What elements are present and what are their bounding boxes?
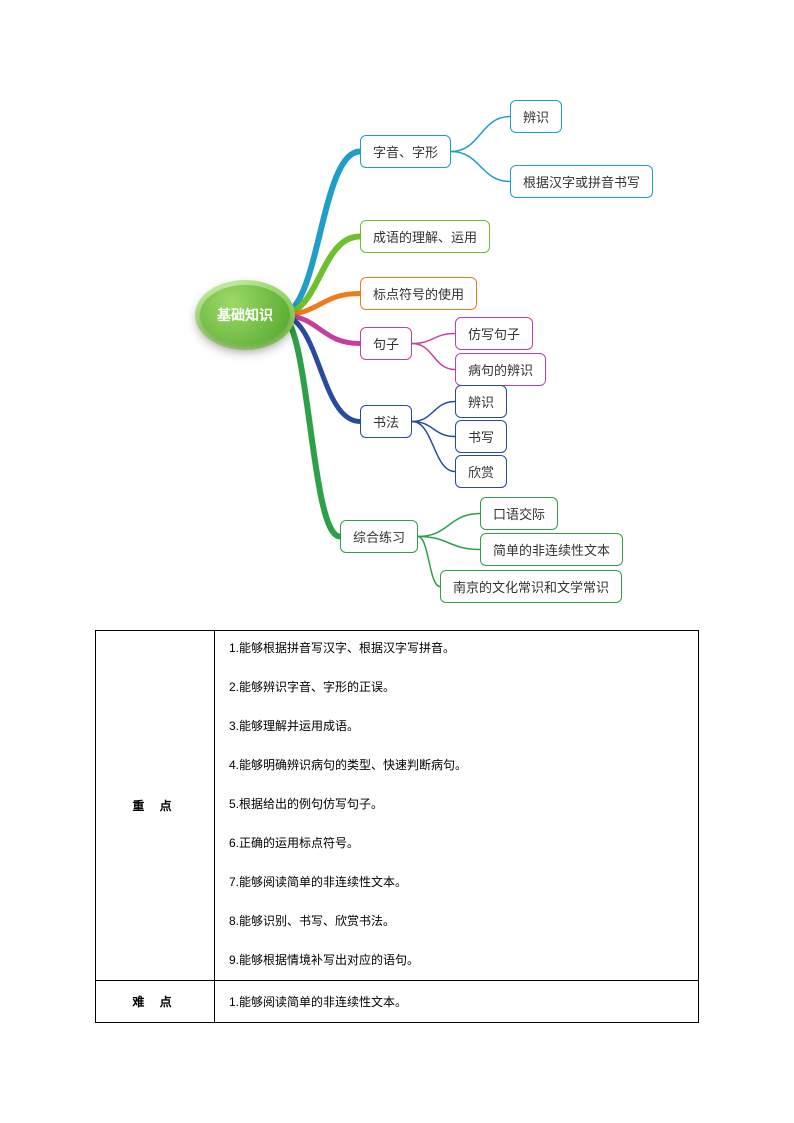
branch-node: 成语的理解、运用 — [360, 220, 490, 253]
point-item: 1.能够根据拼音写汉字、根据汉字写拼音。 — [229, 639, 684, 656]
point-item: 5.根据给出的例句仿写句子。 — [229, 795, 684, 812]
row-content: 1.能够阅读简单的非连续性文本。 — [215, 981, 699, 1023]
leaf-node: 仿写句子 — [455, 317, 533, 350]
leaf-node: 口语交际 — [480, 497, 558, 530]
row-header: 重 点 — [96, 631, 215, 981]
leaf-node: 根据汉字或拼音书写 — [510, 165, 653, 198]
keypoints-table: 重 点 1.能够根据拼音写汉字、根据汉字写拼音。 2.能够辨识字音、字形的正误。 3.… — [95, 630, 699, 1023]
root-node: 基础知识 — [200, 285, 290, 345]
mindmap-diagram: 基础知识字音、字形成语的理解、运用标点符号的使用句子书法综合练习辨识根据汉字或拼… — [180, 85, 710, 615]
point-item: 3.能够理解并运用成语。 — [229, 717, 684, 734]
branch-node: 标点符号的使用 — [360, 277, 477, 310]
branch-node: 综合练习 — [340, 520, 418, 553]
leaf-node: 欣赏 — [455, 455, 507, 488]
leaf-node: 辨识 — [510, 100, 562, 133]
leaf-node: 南京的文化常识和文学常识 — [440, 570, 622, 603]
leaf-node: 简单的非连续性文本 — [480, 533, 623, 566]
point-item: 6.正确的运用标点符号。 — [229, 834, 684, 851]
leaf-node: 书写 — [455, 420, 507, 453]
row-content: 1.能够根据拼音写汉字、根据汉字写拼音。 2.能够辨识字音、字形的正误。 3.能够理… — [215, 631, 699, 981]
point-item: 1.能够阅读简单的非连续性文本。 — [229, 993, 684, 1010]
leaf-node: 辨识 — [455, 385, 507, 418]
table-row: 重 点 1.能够根据拼音写汉字、根据汉字写拼音。 2.能够辨识字音、字形的正误。 3.… — [96, 631, 699, 981]
leaf-node: 病句的辨识 — [455, 353, 546, 386]
point-item: 9.能够根据情境补写出对应的语句。 — [229, 951, 684, 968]
branch-node: 句子 — [360, 327, 412, 360]
point-item: 7.能够阅读简单的非连续性文本。 — [229, 873, 684, 890]
branch-node: 书法 — [360, 405, 412, 438]
branch-node: 字音、字形 — [360, 135, 451, 168]
point-item: 8.能够识别、书写、欣赏书法。 — [229, 912, 684, 929]
row-header: 难 点 — [96, 981, 215, 1023]
table-body: 重 点 1.能够根据拼音写汉字、根据汉字写拼音。 2.能够辨识字音、字形的正误。 3.… — [96, 631, 699, 1023]
point-item: 2.能够辨识字音、字形的正误。 — [229, 678, 684, 695]
point-item: 4.能够明确辨识病句的类型、快速判断病句。 — [229, 756, 684, 773]
table-row: 难 点 1.能够阅读简单的非连续性文本。 — [96, 981, 699, 1023]
